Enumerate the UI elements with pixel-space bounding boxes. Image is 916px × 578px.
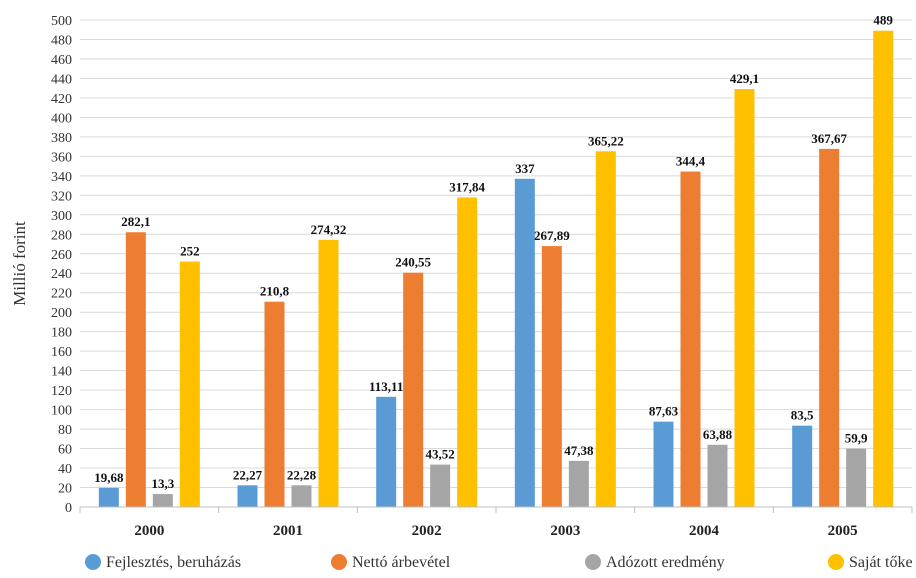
bar bbox=[568, 460, 589, 507]
bar bbox=[264, 301, 285, 507]
x-category-label: 2000 bbox=[134, 523, 164, 539]
data-label: 22,27 bbox=[233, 467, 263, 482]
y-tick-label: 500 bbox=[51, 14, 72, 29]
y-tick-label: 480 bbox=[51, 33, 72, 48]
bar bbox=[403, 272, 424, 507]
y-tick-label: 420 bbox=[51, 92, 72, 107]
bar bbox=[595, 151, 616, 507]
legend-label: Fejlesztés, beruházás bbox=[106, 554, 241, 571]
data-label: 317,84 bbox=[449, 179, 485, 194]
data-label: 83,5 bbox=[791, 408, 814, 423]
y-tick-label: 240 bbox=[51, 267, 72, 282]
bar bbox=[457, 197, 478, 508]
y-tick-label: 300 bbox=[51, 209, 72, 224]
data-label: 22,28 bbox=[287, 467, 317, 482]
bar bbox=[237, 485, 258, 507]
y-tick-label: 160 bbox=[51, 345, 72, 360]
bar bbox=[98, 487, 119, 507]
data-label: 113,11 bbox=[369, 379, 403, 394]
legend-marker bbox=[331, 554, 347, 570]
y-tick-label: 140 bbox=[51, 365, 72, 380]
x-category-label: 2004 bbox=[689, 523, 720, 539]
legend-marker bbox=[85, 554, 101, 570]
y-tick-label: 380 bbox=[51, 131, 72, 146]
bar bbox=[376, 396, 397, 507]
data-label: 43,52 bbox=[426, 447, 455, 462]
bar bbox=[179, 261, 200, 507]
legend-marker bbox=[585, 554, 601, 570]
data-label: 63,88 bbox=[703, 427, 733, 442]
grid-lines bbox=[80, 19, 912, 489]
y-tick-label: 320 bbox=[51, 189, 72, 204]
data-label: 337 bbox=[515, 161, 535, 176]
y-axis-ticks: 0 20 40 60 80 100 120 140 160 180 200 220 240 260 280 3… bbox=[51, 14, 72, 516]
y-tick-label: 440 bbox=[51, 72, 72, 87]
bar bbox=[430, 464, 451, 507]
bar bbox=[318, 239, 339, 507]
data-label: 344,4 bbox=[676, 154, 706, 169]
data-label: 47,38 bbox=[564, 443, 594, 458]
legend-label: Saját tőke bbox=[849, 554, 913, 571]
data-label: 19,68 bbox=[94, 470, 124, 485]
y-tick-label: 340 bbox=[51, 170, 72, 185]
y-tick-label: 0 bbox=[65, 501, 72, 516]
y-tick-label: 40 bbox=[58, 462, 72, 477]
x-category-label: 2002 bbox=[412, 523, 442, 539]
y-tick-label: 360 bbox=[51, 150, 72, 165]
y-tick-label: 200 bbox=[51, 306, 72, 321]
x-category-label: 2003 bbox=[550, 523, 580, 539]
bar bbox=[653, 421, 674, 507]
bar bbox=[152, 494, 173, 507]
bar bbox=[680, 171, 701, 508]
y-tick-label: 180 bbox=[51, 326, 72, 341]
bar bbox=[873, 30, 894, 508]
data-label: 210,8 bbox=[260, 284, 290, 299]
bars bbox=[98, 30, 894, 508]
legend-label: Nettó árbevétel bbox=[352, 554, 451, 571]
y-tick-label: 220 bbox=[51, 287, 72, 302]
y-tick-label: 120 bbox=[51, 384, 72, 399]
x-category-label: 2005 bbox=[828, 523, 858, 539]
bar bbox=[792, 425, 813, 507]
bar bbox=[734, 89, 755, 507]
y-tick-label: 460 bbox=[51, 53, 72, 68]
data-label: 429,1 bbox=[730, 71, 759, 86]
data-label: 267,89 bbox=[534, 228, 570, 243]
y-tick-label: 60 bbox=[58, 443, 72, 458]
bar bbox=[541, 246, 562, 507]
data-label: 367,67 bbox=[811, 131, 847, 146]
legend: Fejlesztés, beruházás Nettó árbevétel Adóz… bbox=[85, 554, 913, 571]
x-axis-categories: 2000 2001 2002 2003 2004 2005 bbox=[79, 507, 913, 539]
data-label: 252 bbox=[180, 244, 200, 259]
y-axis-label: Millió forint bbox=[10, 221, 29, 306]
x-category-label: 2001 bbox=[273, 523, 303, 539]
bar bbox=[819, 148, 840, 508]
legend-marker bbox=[828, 554, 844, 570]
y-tick-label: 400 bbox=[51, 111, 72, 126]
data-label: 274,32 bbox=[311, 222, 347, 237]
y-tick-label: 20 bbox=[58, 482, 72, 497]
data-label: 59,9 bbox=[845, 431, 868, 446]
bar bbox=[846, 448, 867, 507]
data-label: 87,63 bbox=[649, 404, 679, 419]
bar bbox=[291, 485, 312, 507]
y-tick-label: 100 bbox=[51, 404, 72, 419]
data-label: 365,22 bbox=[588, 133, 624, 148]
data-label: 489 bbox=[873, 13, 893, 28]
bar bbox=[514, 178, 535, 507]
y-tick-label: 260 bbox=[51, 248, 72, 263]
bar bbox=[125, 232, 146, 507]
data-label: 13,3 bbox=[151, 476, 174, 491]
legend-label: Adózott eredmény bbox=[606, 554, 725, 571]
data-label: 282,1 bbox=[121, 214, 150, 229]
y-tick-label: 280 bbox=[51, 228, 72, 243]
data-label: 240,55 bbox=[395, 255, 431, 270]
y-tick-label: 80 bbox=[58, 423, 72, 438]
bar bbox=[707, 444, 728, 507]
data-labels: 19,68 282,1 13,3 252 22,27 210,8 22,28 274,32 11… bbox=[94, 13, 893, 491]
